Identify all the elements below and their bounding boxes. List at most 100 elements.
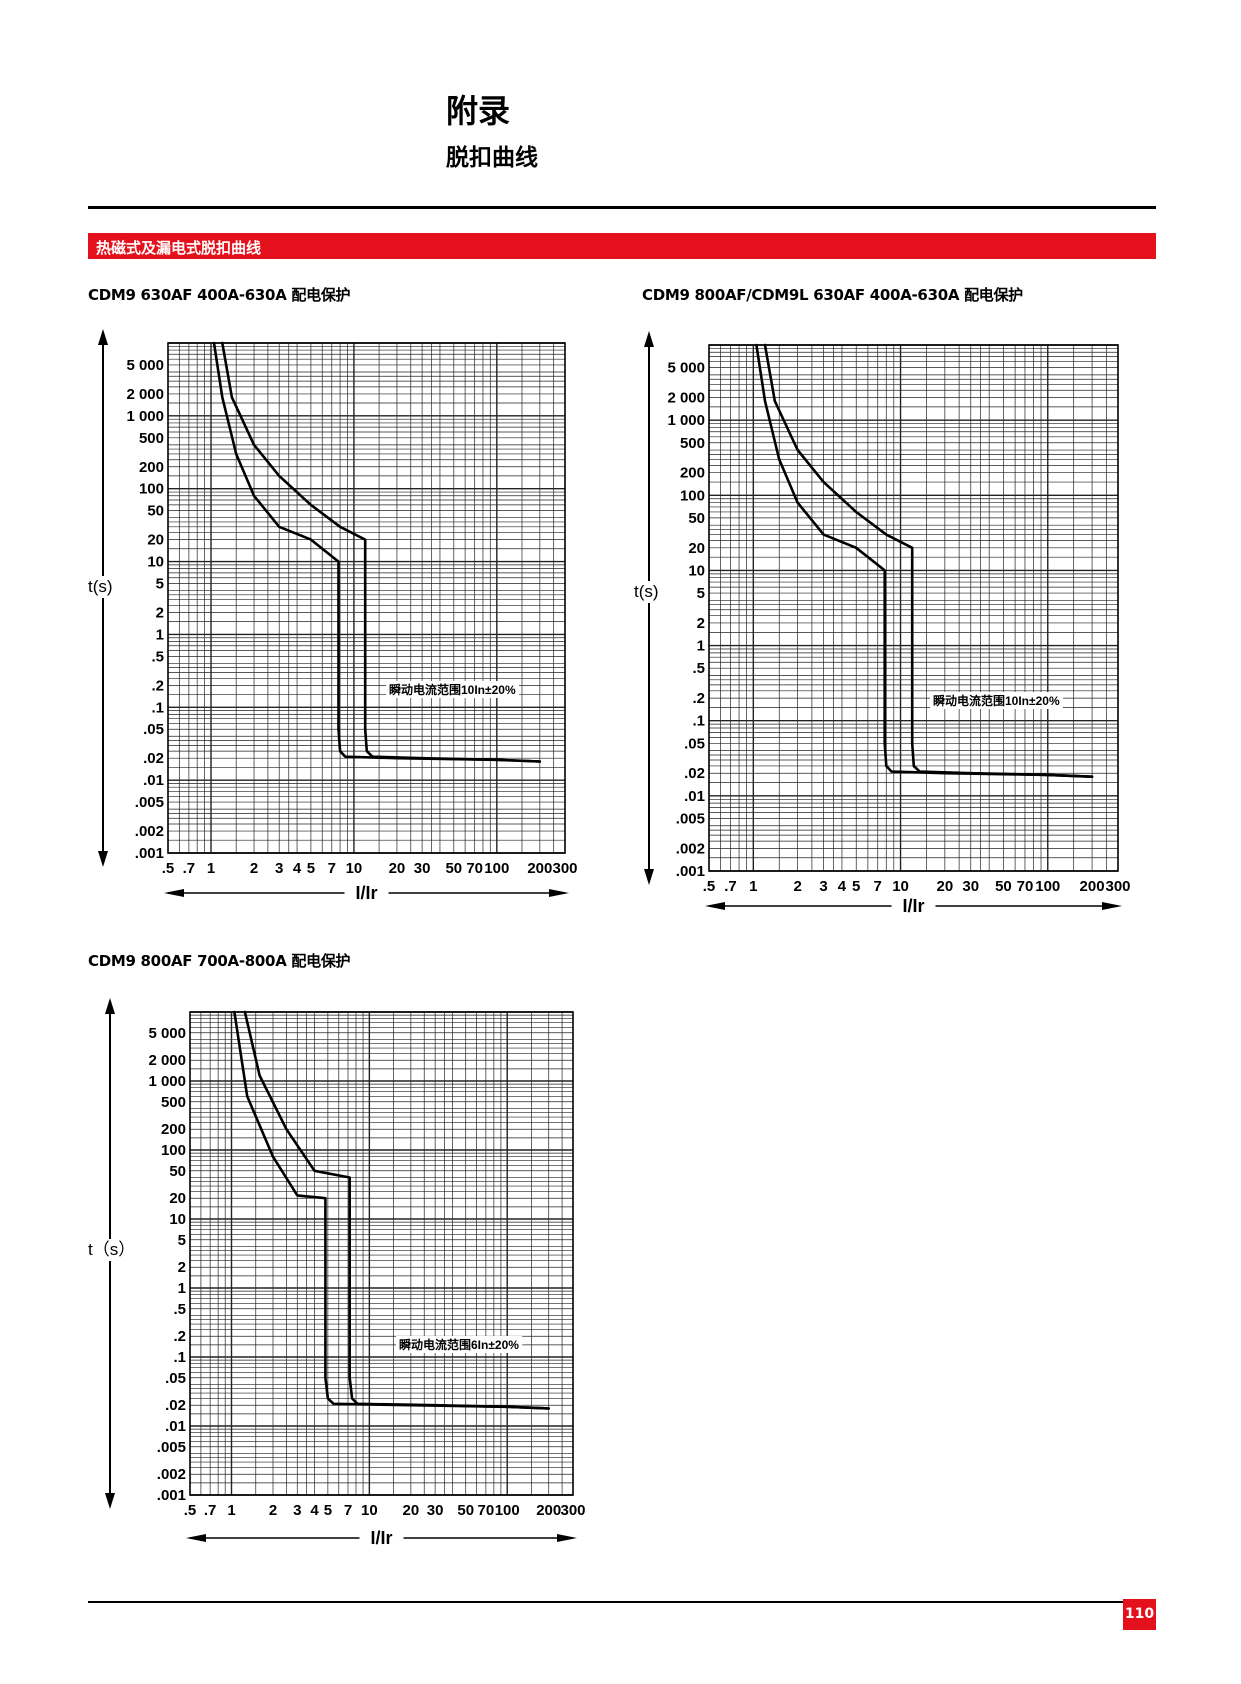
y-tick-label: .1 [692, 713, 705, 730]
plot-frame [167, 342, 566, 854]
x-tick-label: .7 [724, 878, 737, 895]
x-tick-label: 30 [962, 878, 979, 895]
x-axis-label: I/Ir [370, 1528, 392, 1548]
y-axis-arrow-up [105, 998, 115, 1014]
y-tick-label: 100 [161, 1142, 186, 1159]
y-axis-label: t(s) [88, 577, 113, 596]
x-tick-label: 7 [874, 878, 882, 895]
trip-curve-upper [243, 1010, 551, 1410]
y-label-mask [86, 1239, 120, 1261]
y-axis-arrow-down [644, 869, 654, 885]
y-tick-label: .001 [135, 845, 164, 862]
x-tick-label: 7 [328, 860, 336, 877]
y-tick-label: 20 [147, 532, 164, 549]
x-tick-label: 10 [361, 1502, 378, 1519]
y-axis-arrow-down [98, 851, 108, 867]
y-tick-label: .01 [684, 788, 705, 805]
y-axis-label: t(s) [634, 582, 659, 601]
y-tick-label: 200 [139, 459, 164, 476]
instantaneous-range-annotation: 瞬动电流范围10In±20% [933, 693, 1060, 708]
y-tick-label: .002 [157, 1466, 186, 1483]
instantaneous-range-annotation: 瞬动电流范围6In±20% [399, 1337, 519, 1352]
chart-caption-1: CDM9 630AF 400A-630A 配电保护 [88, 286, 351, 304]
x-tick-label: 70 [466, 860, 483, 877]
x-tick-label: 30 [427, 1502, 444, 1519]
x-tick-label: 4 [293, 860, 302, 877]
x-tick-label: 100 [484, 860, 509, 877]
x-tick-label: 5 [852, 878, 860, 895]
x-tick-label: .5 [162, 860, 175, 877]
y-tick-label: 1 000 [148, 1073, 186, 1090]
x-axis-arrow-left [164, 889, 184, 897]
y-tick-label: .5 [173, 1301, 186, 1318]
chart-caption-2: CDM9 800AF/CDM9L 630AF 400A-630A 配电保护 [642, 286, 1023, 304]
plot-frame [189, 1011, 574, 1496]
x-tick-label: 5 [307, 860, 315, 877]
y-tick-label: .2 [692, 690, 705, 707]
y-tick-label: .1 [151, 699, 164, 716]
x-tick-label: 100 [1035, 878, 1060, 895]
x-tick-label: 1 [207, 860, 215, 877]
page-number-badge: 110 [1123, 1599, 1156, 1630]
plot-frame [708, 344, 1119, 872]
y-tick-label: 10 [169, 1211, 186, 1228]
y-tick-label: 1 [697, 638, 705, 655]
y-tick-label: 1 [178, 1280, 186, 1297]
y-tick-label: .005 [676, 810, 705, 827]
y-tick-label: .005 [135, 794, 164, 811]
y-tick-label: 2 000 [148, 1052, 186, 1069]
x-tick-label: 200 [527, 860, 552, 877]
y-tick-label: .02 [143, 750, 164, 767]
x-tick-label: 10 [346, 860, 363, 877]
y-tick-label: .001 [157, 1487, 186, 1504]
x-tick-label: 200 [536, 1502, 561, 1519]
x-tick-label: 30 [414, 860, 431, 877]
x-axis-arrow-left [186, 1534, 206, 1542]
y-label-mask [632, 581, 666, 603]
y-tick-label: 100 [139, 481, 164, 498]
y-tick-label: 2 000 [126, 386, 164, 403]
y-tick-label: 50 [169, 1163, 186, 1180]
x-tick-label: 50 [445, 860, 462, 877]
x-tick-label: 3 [293, 1502, 301, 1519]
x-tick-label: 70 [1017, 878, 1034, 895]
x-tick-label: 4 [838, 878, 847, 895]
x-axis-arrow-right [557, 1534, 577, 1542]
y-tick-label: 5 000 [126, 357, 164, 374]
y-tick-label: 200 [161, 1121, 186, 1138]
x-tick-label: .7 [183, 860, 196, 877]
y-tick-label: .2 [173, 1328, 186, 1345]
x-tick-label: 3 [275, 860, 283, 877]
section-header-bar: 热磁式及漏电式脱扣曲线 [88, 233, 1156, 259]
y-tick-label: 5 [697, 585, 705, 602]
y-tick-label: 500 [161, 1094, 186, 1111]
trip-curve-upper [763, 343, 1094, 779]
annotation-background [930, 692, 1063, 709]
y-tick-label: .01 [165, 1418, 186, 1435]
y-tick-label: .05 [684, 735, 705, 752]
x-tick-label: 50 [995, 878, 1012, 895]
x-tick-label: .5 [703, 878, 716, 895]
y-tick-label: 10 [147, 554, 164, 571]
y-tick-label: .02 [165, 1397, 186, 1414]
x-axis-arrow-right [549, 889, 569, 897]
y-tick-label: 500 [139, 430, 164, 447]
x-tick-label: 70 [478, 1502, 495, 1519]
y-tick-label: 1 000 [126, 408, 164, 425]
y-tick-label: 20 [169, 1190, 186, 1207]
y-tick-label: .005 [157, 1439, 186, 1456]
trip-curve-upper [221, 341, 542, 763]
x-axis-label: I/Ir [355, 883, 377, 903]
y-axis-arrow-up [644, 331, 654, 347]
header-divider [88, 206, 1156, 209]
x-tick-label: 20 [389, 860, 406, 877]
annotation-background [386, 681, 519, 698]
y-tick-label: 5 [156, 576, 164, 593]
x-tick-label: 3 [819, 878, 827, 895]
annotation-background [396, 1336, 523, 1353]
x-tick-label: .7 [204, 1502, 217, 1519]
section-title: 热磁式及漏电式脱扣曲线 [96, 239, 262, 257]
y-tick-label: 50 [147, 503, 164, 520]
